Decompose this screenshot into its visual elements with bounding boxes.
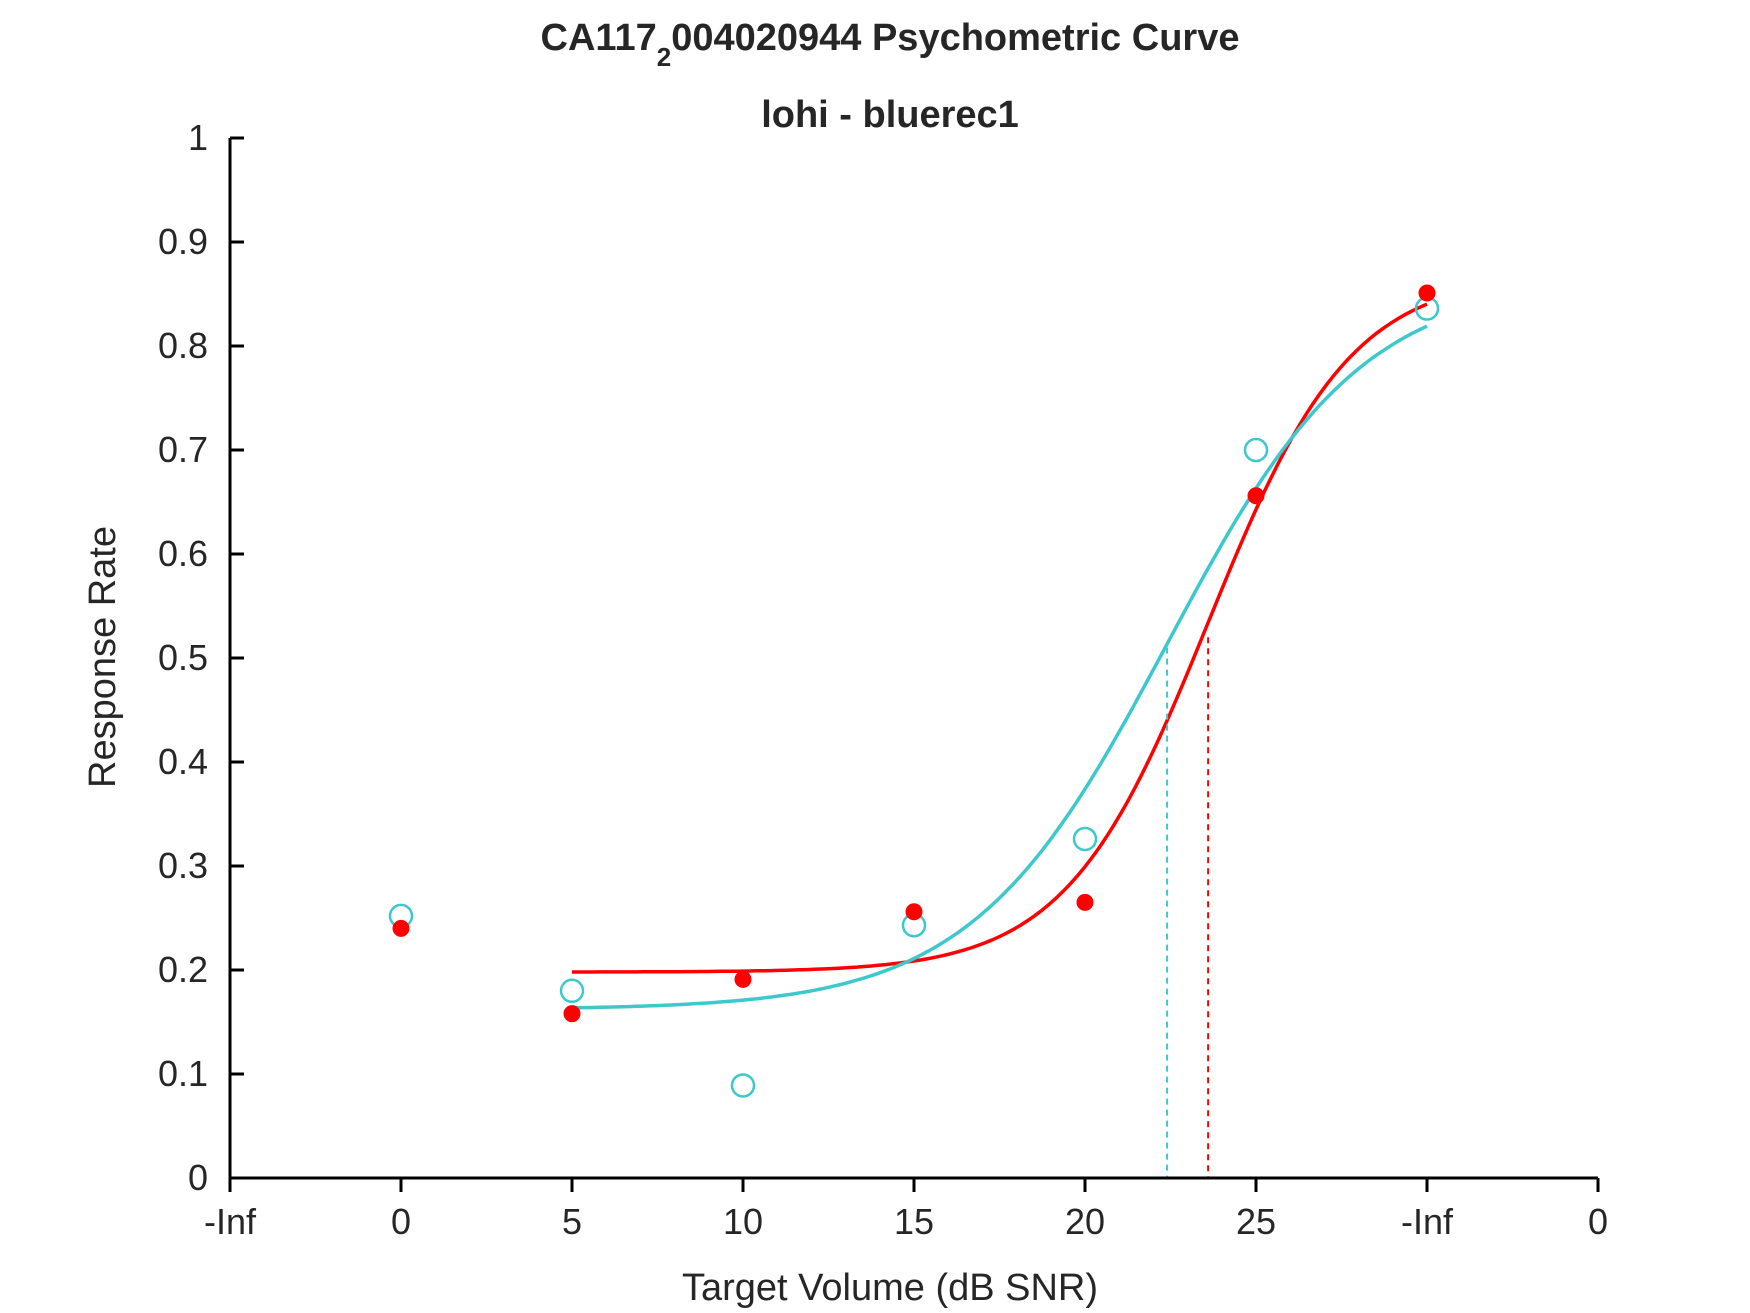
fit-curve-cyan: [571, 324, 1428, 1010]
y-tick-label: 0.6: [158, 533, 208, 574]
y-tick-label: 1: [188, 117, 208, 158]
data-point-red: [1076, 893, 1094, 911]
chart-title-prefix: CA117: [541, 17, 657, 59]
data-point-red: [1247, 487, 1265, 505]
chart-title-suffix: 004020944 Psychometric Curve: [671, 17, 1239, 59]
x-tick-label: 0: [391, 1201, 411, 1242]
y-tick-label: 0.8: [158, 325, 208, 366]
y-tick-label: 0.7: [158, 429, 208, 470]
chart-title: CA1172004020944 Psychometric Curve: [541, 17, 1240, 72]
fit-curves: [571, 302, 1428, 1010]
data-point-red: [1418, 284, 1436, 302]
data-point-red: [392, 919, 410, 937]
y-tick-label: 0.1: [158, 1053, 208, 1094]
data-point-cyan: [559, 978, 585, 1004]
data-point-red: [563, 1005, 581, 1023]
data-points: [388, 284, 1440, 1098]
x-tick-label: 0: [1588, 1201, 1608, 1242]
tick-labels: 00.10.20.30.40.50.60.70.80.91-Inf 0 5 10 15 2…: [158, 117, 1608, 1242]
y-tick-label: 0.4: [158, 741, 208, 782]
data-point-cyan: [1072, 826, 1098, 852]
chart-title-subscript: 2: [657, 42, 671, 72]
data-point-red: [905, 903, 923, 921]
x-tick-label: 20: [1065, 1201, 1105, 1242]
chart-subtitle: lohi - bluerec1: [761, 94, 1019, 136]
x-tick-label: -Inf: [204, 1201, 257, 1242]
y-tick-label: 0.5: [158, 637, 208, 678]
data-point-cyan: [1243, 437, 1269, 463]
axes: [228, 136, 1600, 1192]
x-axis-label: Target Volume (dB SNR): [682, 1267, 1098, 1309]
y-tick-label: 0.9: [158, 221, 208, 262]
fit-curve-red: [572, 302, 1428, 974]
y-tick-label: 0.3: [158, 845, 208, 886]
y-axis-label: Response Rate: [82, 526, 124, 788]
x-tick-label: 10: [723, 1201, 763, 1242]
y-tick-label: 0: [188, 1157, 208, 1198]
x-tick-label: 25: [1236, 1201, 1276, 1242]
y-tick-label: 0.2: [158, 949, 208, 990]
x-tick-label: -Inf: [1401, 1201, 1454, 1242]
data-point-red: [734, 970, 752, 988]
data-point-cyan: [730, 1073, 756, 1098]
x-tick-label: 15: [894, 1201, 934, 1242]
threshold-lines: [1166, 637, 1210, 1178]
x-tick-label: 5: [562, 1201, 582, 1242]
